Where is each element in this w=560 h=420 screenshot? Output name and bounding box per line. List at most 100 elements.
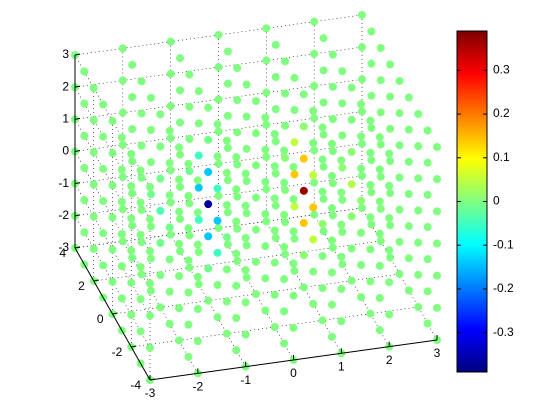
point	[280, 243, 289, 251]
y-tick-label: 2	[78, 279, 85, 293]
point	[194, 215, 203, 224]
point	[423, 190, 432, 199]
point	[404, 190, 413, 198]
point	[357, 132, 366, 141]
y-tick	[112, 312, 118, 315]
point	[318, 252, 327, 260]
x-tick-label: 2	[386, 353, 393, 367]
point	[280, 210, 289, 219]
point	[395, 205, 404, 214]
point	[327, 172, 336, 180]
point	[80, 67, 89, 76]
point	[337, 156, 346, 165]
point	[166, 166, 175, 175]
point	[137, 77, 146, 86]
point	[156, 271, 165, 280]
point	[89, 244, 98, 253]
point	[175, 207, 184, 216]
point	[395, 77, 404, 85]
point	[165, 223, 174, 232]
point	[262, 88, 271, 97]
point	[319, 162, 328, 171]
point	[375, 326, 384, 335]
point	[156, 142, 165, 151]
point	[357, 293, 366, 302]
point	[385, 278, 394, 287]
point	[214, 31, 223, 39]
colorbar-tick-label: 0.2	[493, 106, 510, 120]
point	[252, 257, 260, 266]
point	[165, 126, 174, 135]
point	[395, 270, 404, 278]
point	[386, 189, 395, 198]
point	[327, 268, 336, 277]
z-tick-label: 2	[62, 79, 69, 93]
point	[166, 37, 175, 46]
point	[358, 204, 366, 212]
point	[270, 258, 279, 267]
point	[184, 256, 193, 265]
x-tick-label: 0	[290, 366, 297, 380]
point	[108, 213, 117, 222]
point	[146, 158, 155, 167]
point	[289, 227, 298, 236]
point	[176, 118, 185, 127]
point	[262, 56, 271, 65]
point	[242, 80, 251, 89]
point	[241, 266, 250, 275]
point	[358, 11, 366, 19]
z-tick-label: -2	[58, 208, 69, 222]
point	[213, 152, 222, 161]
point	[80, 131, 89, 140]
point	[223, 240, 232, 249]
point	[309, 139, 318, 147]
point	[242, 144, 251, 153]
point	[367, 156, 376, 165]
point	[367, 27, 376, 36]
point	[289, 291, 298, 300]
point	[433, 175, 441, 184]
point	[318, 123, 327, 132]
point	[241, 201, 250, 210]
point	[99, 197, 108, 205]
point	[165, 287, 174, 296]
point	[156, 239, 165, 247]
x-tick-label: 3	[434, 346, 441, 360]
point	[318, 155, 327, 164]
point	[338, 99, 347, 108]
point	[337, 317, 346, 326]
point	[232, 281, 241, 290]
point	[214, 127, 223, 136]
point	[327, 332, 336, 341]
point	[357, 261, 366, 269]
point	[319, 227, 328, 236]
point	[223, 79, 232, 88]
point	[214, 95, 223, 104]
point	[89, 148, 98, 157]
point	[271, 40, 280, 49]
point	[89, 84, 98, 92]
point	[310, 114, 319, 123]
point	[347, 212, 356, 221]
point	[385, 246, 394, 255]
point	[318, 187, 327, 196]
point	[262, 24, 271, 33]
point	[204, 264, 213, 273]
y-tick	[149, 378, 156, 381]
point	[289, 163, 298, 171]
point	[185, 231, 194, 240]
point	[204, 200, 213, 209]
point	[99, 261, 108, 270]
point	[223, 144, 232, 152]
point	[347, 244, 356, 253]
point	[290, 138, 299, 147]
point	[117, 294, 126, 303]
point	[338, 260, 347, 269]
point	[233, 257, 242, 265]
point	[146, 254, 155, 263]
point	[222, 201, 231, 209]
point	[328, 211, 337, 220]
point	[309, 299, 318, 308]
point	[156, 174, 165, 183]
point	[232, 346, 241, 355]
